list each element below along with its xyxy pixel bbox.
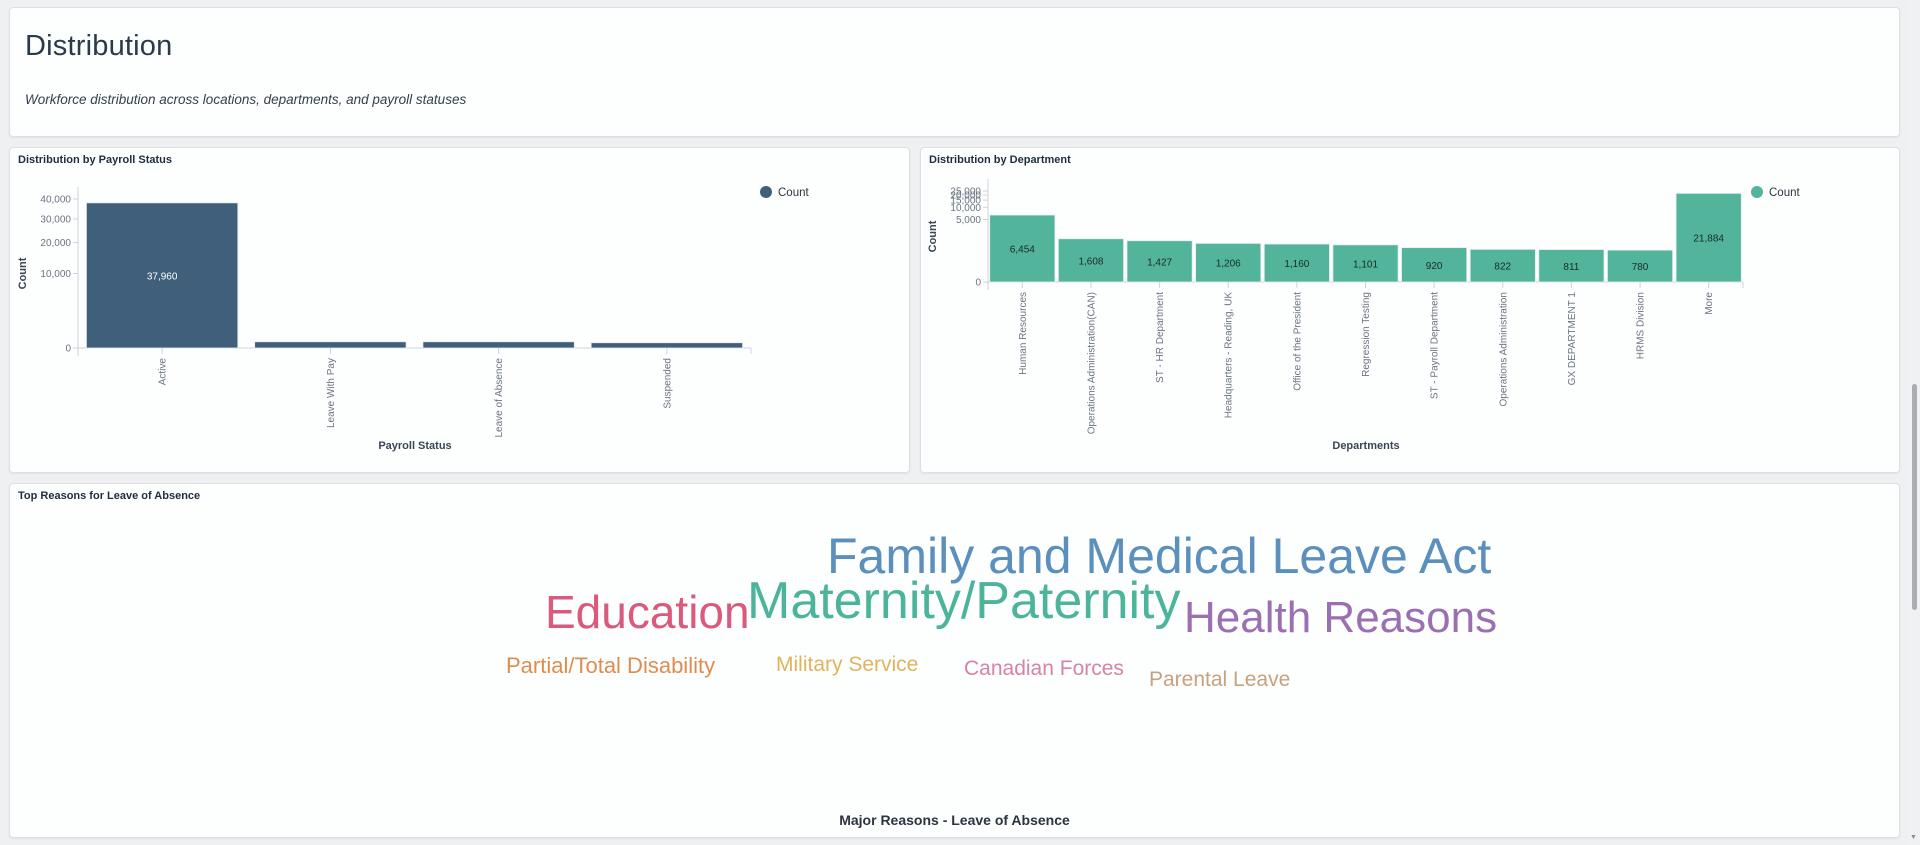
bar-value-label: 1,427 bbox=[1147, 257, 1172, 268]
x-axis-title: Departments bbox=[1332, 440, 1399, 452]
x-tick-label: Suspended bbox=[662, 358, 673, 409]
x-tick-label: Office of the President bbox=[1292, 292, 1303, 391]
payroll-status-bar-chart[interactable]: 0 10,000 20,000 30,000 40,000 Active 37,960 Lea… bbox=[10, 148, 911, 474]
y-tick-label: 15,000 bbox=[950, 196, 981, 207]
y-tick-label: 0 bbox=[975, 278, 981, 289]
x-tick-label: More bbox=[1704, 292, 1715, 315]
legend-dot-icon bbox=[1751, 186, 1763, 198]
x-tick-label: GX DEPARTMENT 1 bbox=[1567, 292, 1578, 386]
bar-value-label: 1,160 bbox=[1284, 259, 1309, 270]
word-cloud-term[interactable]: Partial/Total Disability bbox=[506, 653, 716, 679]
y-tick-label: 25,000 bbox=[950, 187, 981, 198]
bar-value-label: 1,206 bbox=[1216, 259, 1241, 270]
x-tick-label: Operations Administration bbox=[1498, 292, 1509, 407]
y-tick-label: 20,000 bbox=[40, 238, 71, 249]
bar[interactable] bbox=[1332, 244, 1399, 283]
bar-value-label: 1,101 bbox=[1353, 259, 1378, 270]
bar-value-label: 811 bbox=[1563, 262, 1579, 273]
y-axis-title: Count bbox=[927, 220, 939, 252]
bar[interactable] bbox=[989, 214, 1056, 283]
bar[interactable] bbox=[86, 202, 239, 349]
bar-value-label: 920 bbox=[1426, 261, 1443, 272]
y-tick-label: 10,000 bbox=[950, 203, 981, 214]
bar-value-label: 780 bbox=[1632, 262, 1649, 273]
word-cloud-term[interactable]: Canadian Forces bbox=[964, 657, 1124, 681]
y-tick-label: 30,000 bbox=[40, 214, 71, 225]
payroll-status-chart-card: Distribution by Payroll Status 0 10,000 20… bbox=[9, 147, 910, 473]
y-tick-label: 10,000 bbox=[40, 269, 71, 280]
scroll-down-arrow-icon[interactable]: ▼ bbox=[1910, 834, 1917, 841]
page-subtitle: Workforce distribution across locations,… bbox=[25, 92, 467, 107]
bar[interactable] bbox=[254, 341, 407, 349]
x-tick-label: Regression Testing bbox=[1361, 292, 1372, 377]
bar-value-label: 37,960 bbox=[147, 271, 178, 282]
header-card: Distribution Workforce distribution acro… bbox=[9, 7, 1900, 137]
bar-value-label: 21,884 bbox=[1693, 234, 1724, 245]
x-tick-label: Human Resources bbox=[1018, 292, 1029, 375]
word-cloud-term[interactable]: Family and Medical Leave Act bbox=[827, 528, 1492, 584]
x-tick-label: Headquarters - Reading, UK bbox=[1224, 292, 1235, 419]
bar[interactable] bbox=[590, 342, 743, 349]
bar[interactable] bbox=[1675, 192, 1742, 283]
y-tick-label: 40,000 bbox=[40, 195, 71, 206]
word-cloud-axis-label: Major Reasons - Leave of Absence bbox=[839, 812, 1070, 828]
y-tick-label: 0 bbox=[65, 344, 71, 355]
scrollbar-thumb[interactable] bbox=[1912, 384, 1917, 610]
y-tick-label: 20,000 bbox=[950, 190, 981, 201]
legend-label[interactable]: Count bbox=[778, 187, 809, 199]
bar[interactable] bbox=[1538, 249, 1605, 283]
bar[interactable] bbox=[422, 341, 575, 349]
payroll-chart-title: Distribution by Payroll Status bbox=[18, 154, 173, 166]
leave-reasons-word-cloud: Family and Medical Leave Act Education Mat… bbox=[10, 484, 1899, 837]
bar[interactable] bbox=[1263, 243, 1330, 283]
x-tick-label: Active bbox=[158, 358, 169, 386]
x-tick-label: Leave With Pay bbox=[326, 358, 337, 428]
page-title: Distribution bbox=[25, 30, 173, 62]
x-tick-label: Leave of Absence bbox=[494, 358, 505, 438]
bar-value-label: 1,608 bbox=[1078, 256, 1103, 267]
bar-value-label: 6,454 bbox=[1010, 245, 1035, 256]
department-chart-title: Distribution by Department bbox=[929, 154, 1071, 166]
x-tick-label: ST - Payroll Department bbox=[1430, 292, 1441, 399]
word-cloud-term[interactable]: Education bbox=[545, 585, 750, 638]
x-tick-label: ST - HR Department bbox=[1155, 292, 1166, 383]
x-tick-label: HRMS Division bbox=[1636, 292, 1647, 359]
word-cloud-term[interactable]: Parental Leave bbox=[1149, 668, 1291, 692]
bar[interactable] bbox=[1126, 240, 1193, 283]
bar[interactable] bbox=[1607, 249, 1674, 283]
bar[interactable] bbox=[1057, 238, 1124, 283]
word-cloud-term[interactable]: Military Service bbox=[776, 653, 919, 677]
word-cloud-term[interactable]: Health Reasons bbox=[1184, 593, 1498, 643]
word-cloud-term[interactable]: Maternity/Paternity bbox=[747, 572, 1181, 631]
bar[interactable] bbox=[1195, 243, 1262, 283]
x-axis-title: Payroll Status bbox=[378, 440, 451, 452]
bar-value-label: 822 bbox=[1494, 262, 1511, 273]
y-axis-title: Count bbox=[17, 257, 29, 289]
legend-dot-icon bbox=[760, 186, 772, 198]
legend-label[interactable]: Count bbox=[1769, 187, 1800, 199]
leave-reasons-card: Top Reasons for Leave of Absence Family … bbox=[9, 483, 1900, 838]
x-tick-label: Operations Administration(CAN) bbox=[1086, 292, 1097, 434]
department-chart-card: Distribution by Department 0 5,000 10,000 1… bbox=[920, 147, 1900, 473]
leave-reasons-title: Top Reasons for Leave of Absence bbox=[18, 490, 201, 502]
y-tick-label: 5,000 bbox=[956, 215, 981, 226]
